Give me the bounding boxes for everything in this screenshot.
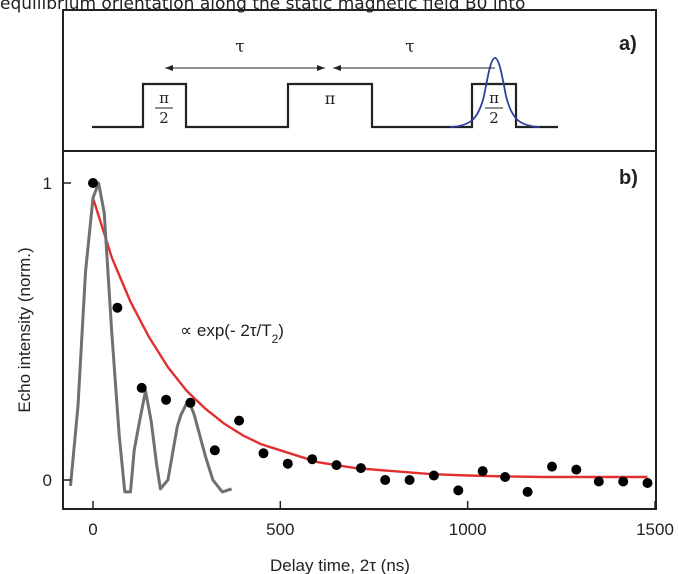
data-point: [547, 461, 557, 472]
data-point: [404, 475, 415, 485]
data-point: [428, 470, 439, 481]
pulse2-label: π: [325, 89, 336, 108]
data-point: [522, 486, 533, 497]
data-point: [307, 454, 318, 465]
data-point: [258, 448, 269, 459]
x-axis-ticks: 0 500 1000 1500: [88, 501, 674, 539]
data-point: [185, 397, 196, 408]
data-point: [209, 445, 220, 456]
x-tick-label: 0: [88, 520, 97, 539]
data-point: [161, 394, 172, 405]
data-point: [355, 463, 366, 474]
raw-echo-trace: [69, 181, 233, 494]
data-point: [618, 476, 629, 487]
x-axis-label: Delay time, 2τ (ns): [270, 556, 410, 574]
fit-curve: [91, 197, 648, 479]
data-point: [453, 485, 464, 496]
data-point: [642, 478, 653, 488]
y-tick-label: 0: [43, 471, 52, 490]
data-point: [477, 466, 488, 477]
data-point: [500, 472, 511, 482]
pulse1-denominator: 2: [159, 109, 169, 127]
y-axis-label: Echo intensity (norm.): [15, 247, 34, 412]
tau-arrow-right-head: [333, 65, 341, 71]
data-point: [112, 302, 123, 313]
data-point: [593, 476, 604, 487]
panel-b-label: b): [619, 167, 638, 189]
plot-area: [69, 178, 653, 497]
data-point: [136, 382, 147, 393]
x-tick-label: 500: [266, 520, 294, 539]
panel-a-label: a): [619, 33, 637, 55]
x-tick-label: 1000: [449, 520, 487, 539]
fit-annotation: ∝ exp(- 2τ/T2): [180, 321, 284, 346]
data-point: [331, 460, 342, 471]
panel-b-frame: [62, 150, 657, 510]
data-point: [88, 178, 98, 188]
pulse3-numerator: π: [489, 89, 499, 107]
x-tick-label: 1500: [636, 520, 674, 539]
data-point: [571, 464, 582, 475]
pulse-sequence-line: [92, 82, 558, 129]
y-axis-ticks: 01: [43, 174, 71, 490]
tau-arrow-left-tail: [317, 65, 325, 71]
panel-a-frame: [62, 9, 657, 152]
tau-label-left: τ: [235, 37, 244, 57]
data-point: [282, 458, 293, 469]
tau-arrow-left-head: [165, 65, 173, 71]
y-tick-label: 1: [43, 174, 52, 193]
pulse3-denominator: 2: [489, 109, 499, 127]
echo-gaussian: [449, 57, 541, 128]
pulse1-numerator: π: [159, 89, 169, 107]
data-point: [380, 475, 391, 485]
tau-label-right: τ: [405, 37, 414, 57]
data-point: [234, 415, 245, 426]
